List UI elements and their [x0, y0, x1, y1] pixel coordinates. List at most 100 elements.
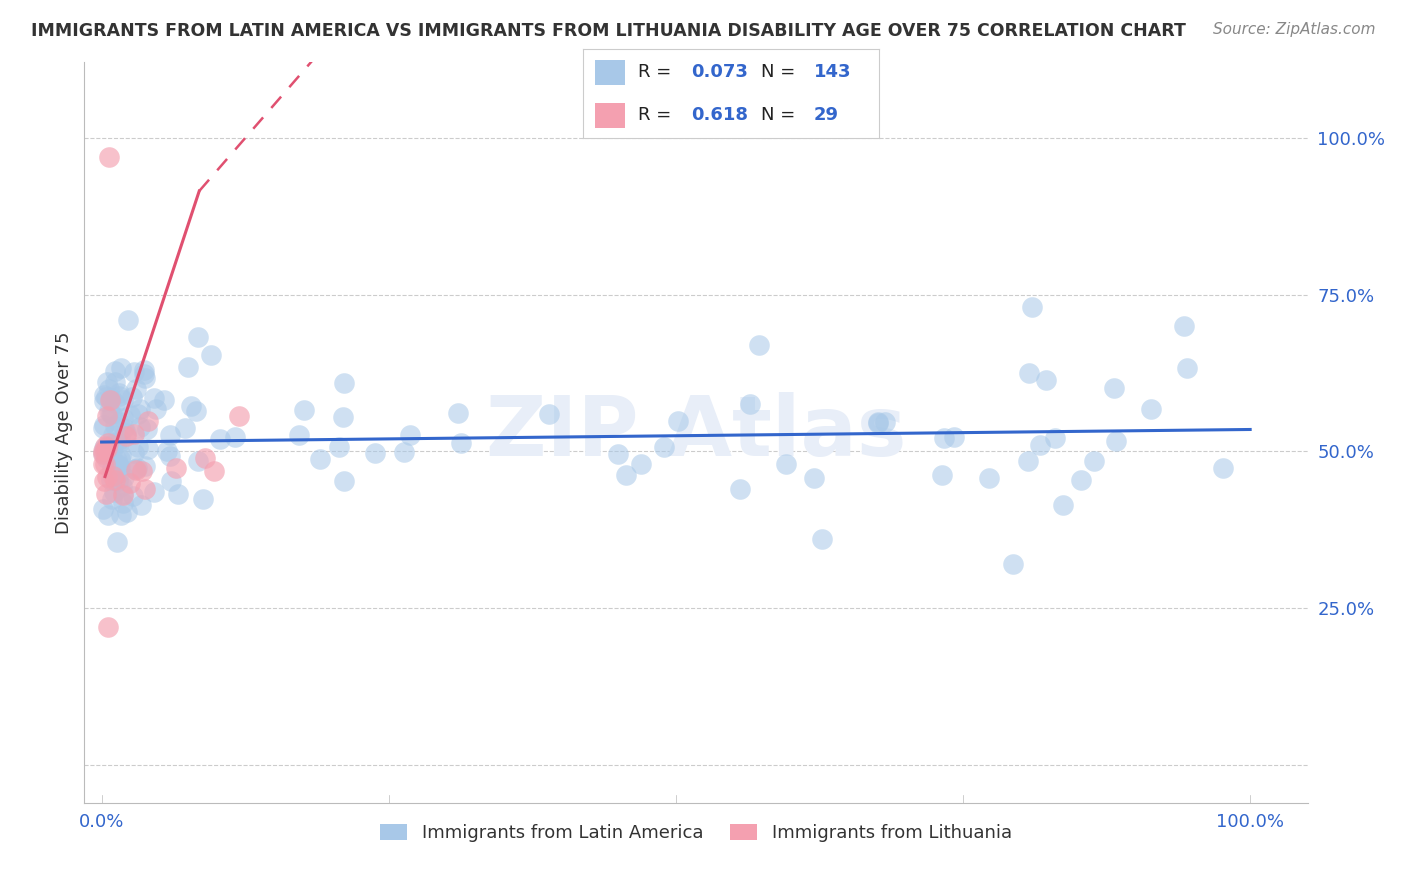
- Point: [104, 376, 127, 390]
- Point: [184, 404, 207, 418]
- Point: [108, 436, 131, 450]
- Point: [129, 420, 152, 434]
- Point: [176, 360, 198, 375]
- Point: [1017, 453, 1039, 467]
- Point: [1104, 434, 1126, 449]
- Legend: Immigrants from Latin America, Immigrants from Lithuania: Immigrants from Latin America, Immigrant…: [373, 816, 1019, 849]
- Point: [98, 382, 121, 396]
- Point: [132, 368, 155, 382]
- Point: [101, 469, 124, 483]
- Point: [96, 469, 118, 483]
- Point: [1018, 367, 1040, 381]
- Point: [1035, 373, 1057, 387]
- Point: [108, 459, 131, 474]
- Point: [100, 391, 122, 405]
- Point: [1212, 460, 1234, 475]
- Point: [728, 482, 751, 496]
- Point: [811, 532, 834, 546]
- Point: [97, 435, 120, 450]
- Point: [129, 402, 152, 417]
- Point: [110, 478, 132, 492]
- Point: [101, 428, 124, 442]
- Point: [193, 492, 215, 507]
- Point: [105, 453, 128, 467]
- Point: [108, 385, 131, 400]
- Point: [288, 428, 311, 442]
- Point: [308, 452, 330, 467]
- Point: [122, 365, 145, 379]
- Point: [110, 432, 132, 446]
- Point: [105, 434, 128, 449]
- Point: [208, 433, 231, 447]
- Point: [614, 467, 637, 482]
- Point: [332, 474, 354, 488]
- Point: [98, 392, 121, 407]
- Point: [399, 428, 422, 442]
- Point: [1043, 431, 1066, 445]
- Point: [128, 440, 150, 454]
- Point: [392, 444, 415, 458]
- Point: [93, 441, 115, 455]
- Y-axis label: Disability Age Over 75: Disability Age Over 75: [55, 331, 73, 534]
- Point: [111, 411, 134, 425]
- Point: [138, 442, 160, 457]
- Point: [134, 371, 156, 385]
- Point: [125, 382, 148, 396]
- Point: [537, 408, 560, 422]
- Point: [94, 444, 117, 458]
- Point: [159, 427, 181, 442]
- Point: [228, 409, 250, 423]
- Point: [136, 422, 159, 436]
- Point: [187, 454, 209, 468]
- Point: [108, 389, 131, 403]
- Text: R =: R =: [638, 106, 678, 124]
- Point: [103, 436, 125, 450]
- Point: [94, 390, 117, 404]
- Point: [108, 466, 131, 480]
- Point: [107, 415, 129, 429]
- Point: [105, 458, 128, 472]
- Text: 0.073: 0.073: [692, 63, 748, 81]
- Point: [332, 410, 354, 425]
- Point: [97, 441, 120, 455]
- Text: IMMIGRANTS FROM LATIN AMERICA VS IMMIGRANTS FROM LITHUANIA DISABILITY AGE OVER 7: IMMIGRANTS FROM LATIN AMERICA VS IMMIGRA…: [31, 22, 1185, 40]
- Point: [101, 491, 124, 506]
- Point: [111, 487, 134, 501]
- Point: [93, 388, 115, 402]
- Point: [111, 392, 134, 407]
- Point: [931, 468, 953, 483]
- Point: [98, 404, 121, 418]
- Point: [115, 425, 138, 440]
- Point: [108, 452, 131, 467]
- Point: [738, 397, 761, 411]
- Point: [1001, 558, 1024, 572]
- Point: [115, 429, 138, 443]
- Point: [96, 440, 118, 454]
- Point: [630, 457, 652, 471]
- Point: [606, 447, 628, 461]
- Point: [142, 485, 165, 500]
- Point: [153, 393, 176, 408]
- Point: [100, 407, 122, 421]
- Point: [96, 409, 118, 423]
- Point: [122, 446, 145, 460]
- Point: [134, 458, 156, 473]
- Point: [775, 458, 797, 472]
- Point: [450, 435, 472, 450]
- Point: [292, 402, 315, 417]
- Point: [101, 408, 124, 422]
- Point: [134, 482, 156, 496]
- Point: [1021, 300, 1043, 314]
- Text: N =: N =: [761, 106, 800, 124]
- Point: [124, 462, 146, 476]
- Point: [194, 451, 217, 466]
- Text: 29: 29: [814, 106, 839, 124]
- Point: [654, 441, 676, 455]
- Point: [96, 376, 118, 390]
- Point: [101, 444, 124, 458]
- Point: [91, 420, 114, 434]
- Point: [91, 502, 114, 516]
- Point: [122, 427, 145, 442]
- Point: [110, 361, 132, 376]
- Point: [803, 471, 825, 485]
